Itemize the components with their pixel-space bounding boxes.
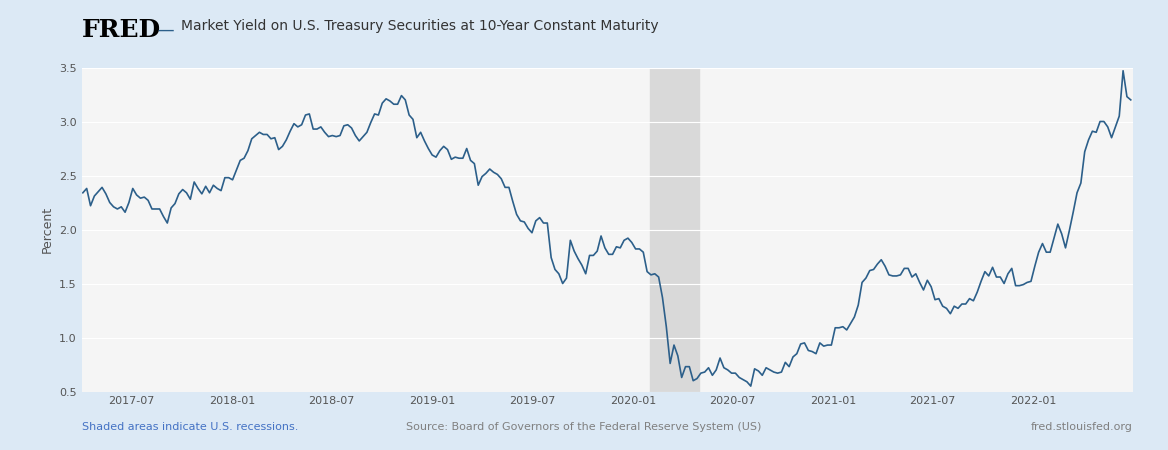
Bar bbox=[649, 68, 698, 392]
Y-axis label: Percent: Percent bbox=[41, 206, 54, 253]
Text: —: — bbox=[158, 20, 174, 38]
Text: fred.stlouisfed.org: fred.stlouisfed.org bbox=[1031, 422, 1133, 432]
Text: Source: Board of Governors of the Federal Reserve System (US): Source: Board of Governors of the Federa… bbox=[406, 422, 762, 432]
Text: FRED: FRED bbox=[82, 18, 161, 42]
Text: Market Yield on U.S. Treasury Securities at 10-Year Constant Maturity: Market Yield on U.S. Treasury Securities… bbox=[181, 19, 659, 33]
Text: Shaded areas indicate U.S. recessions.: Shaded areas indicate U.S. recessions. bbox=[82, 422, 298, 432]
